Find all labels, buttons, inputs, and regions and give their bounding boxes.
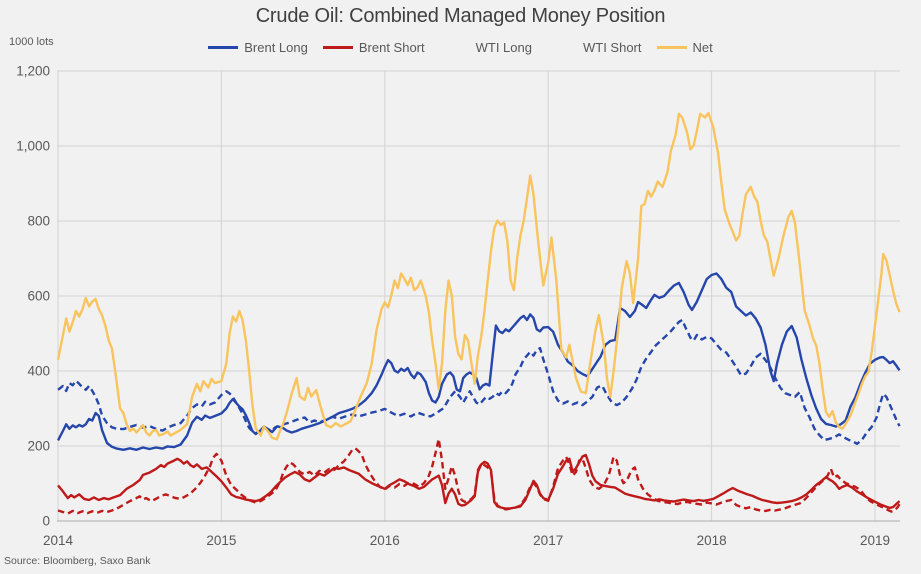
series-line-brent-short bbox=[57, 453, 901, 510]
x-tick-label: 2018 bbox=[697, 533, 727, 548]
series-line-wti-short bbox=[57, 437, 901, 515]
legend-item-net: Net bbox=[656, 40, 713, 55]
solid-line-swatch-icon bbox=[208, 46, 239, 49]
source-attribution: Source: Bloomberg, Saxo Bank bbox=[4, 555, 151, 567]
y-axis-unit-label: 1000 lots bbox=[9, 36, 54, 48]
solid-line-swatch-icon bbox=[656, 46, 687, 49]
legend-item-wti-long: WTI Long bbox=[440, 40, 532, 55]
chart-title: Crude Oil: Combined Managed Money Positi… bbox=[255, 5, 666, 27]
y-tick-label: 400 bbox=[27, 364, 50, 379]
legend-label: WTI Short bbox=[582, 40, 642, 55]
series-line-brent-long bbox=[56, 272, 901, 451]
legend-item-brent-long: Brent Long bbox=[208, 40, 308, 55]
y-tick-label: 1,000 bbox=[16, 139, 50, 154]
y-tick-label: 600 bbox=[27, 289, 50, 304]
legend-label: Brent Long bbox=[244, 40, 308, 55]
x-tick-label: 2015 bbox=[206, 533, 236, 548]
y-tick-label: 200 bbox=[27, 439, 50, 454]
x-tick-label: 2016 bbox=[370, 533, 400, 548]
legend-label: WTI Long bbox=[475, 40, 532, 55]
series-line-wti-long bbox=[57, 318, 901, 445]
legend-item-wti-short: WTI Short bbox=[547, 40, 642, 55]
chart-legend: Brent Long Brent Short WTI Long WTI Short Ne… bbox=[0, 40, 921, 55]
legend-item-brent-short: Brent Short bbox=[322, 40, 425, 55]
legend-label: Net bbox=[692, 40, 713, 55]
legend-label: Brent Short bbox=[358, 40, 425, 55]
y-tick-label: 1,200 bbox=[16, 64, 50, 79]
x-tick-label: 2019 bbox=[860, 533, 890, 548]
x-tick-label: 2014 bbox=[43, 533, 74, 548]
series-line-net bbox=[56, 111, 901, 441]
solid-line-swatch-icon bbox=[322, 46, 353, 49]
y-tick-label: 800 bbox=[27, 214, 50, 229]
y-tick-label: 0 bbox=[42, 514, 50, 529]
x-tick-label: 2017 bbox=[533, 533, 563, 548]
